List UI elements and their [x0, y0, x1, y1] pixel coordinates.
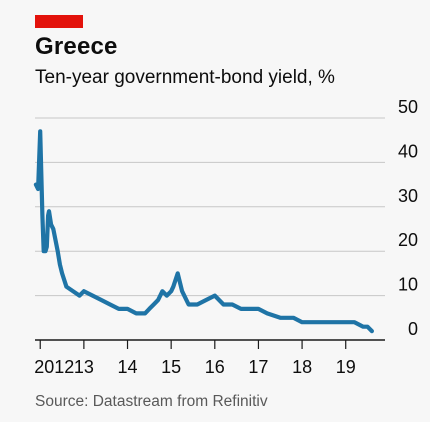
x-tick-label: 14: [118, 357, 138, 377]
y-tick-label: 50: [398, 97, 418, 117]
x-tick-label: 16: [205, 357, 225, 377]
chart-subtitle: Ten-year government-bond yield, %: [35, 67, 335, 88]
y-tick-label: 0: [408, 319, 418, 339]
x-tick-label: 15: [161, 357, 181, 377]
y-tick-label: 40: [398, 141, 418, 161]
x-tick-label: 19: [336, 357, 356, 377]
source-note: Source: Datastream from Refinitiv: [35, 393, 268, 410]
series-line-0: [33, 129, 374, 334]
x-tick-label: 17: [248, 357, 268, 377]
y-tick-label: 20: [398, 230, 418, 250]
red-tag: [35, 15, 83, 28]
chart-title: Greece: [35, 33, 118, 60]
y-tick-label: 10: [398, 275, 418, 295]
x-tick-label: 18: [292, 357, 312, 377]
y-tick-label: 30: [398, 186, 418, 206]
x-tick-label: 2012: [34, 357, 74, 377]
x-tick-label: 13: [74, 357, 94, 377]
